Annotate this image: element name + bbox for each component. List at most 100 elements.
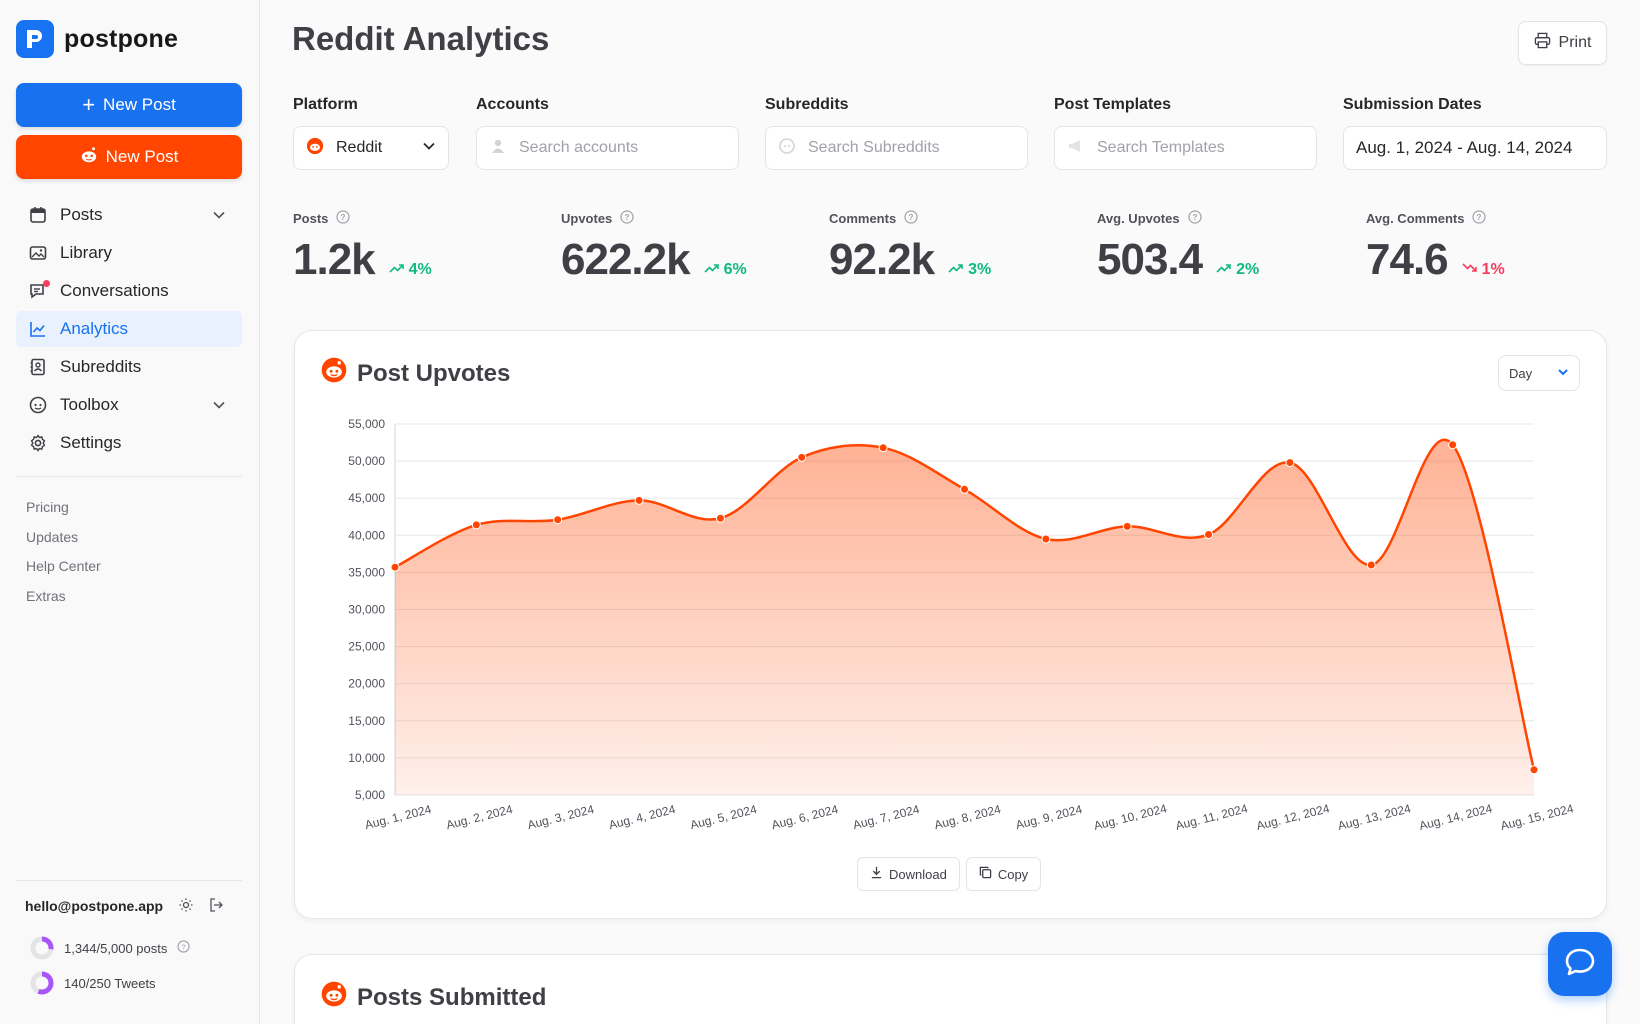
help-icon[interactable]: ? [336,210,351,227]
sidebar-item-settings[interactable]: Settings [16,425,242,461]
posts-quota-ring-icon [30,936,54,960]
x-tick-label: Aug. 5, 2024 [689,802,759,832]
data-point [1041,534,1051,544]
download-button[interactable]: Download [857,857,960,891]
sidebar-item-analytics[interactable]: Analytics [16,311,242,347]
tweets-quota-text: 140/250 Tweets [64,975,156,991]
sidebar-item-label: Conversations [60,281,169,300]
sidebar-item-library[interactable]: Library [16,235,242,271]
interval-value: Day [1509,365,1533,381]
data-point [1366,560,1376,570]
help-icon[interactable]: ? [1187,210,1202,227]
data-point [1529,765,1539,775]
x-tick-label: Aug. 9, 2024 [1014,802,1084,832]
data-point [797,452,807,462]
stat-delta-value: 2% [1236,261,1260,278]
link-updates[interactable]: Updates [26,528,79,545]
calendar-icon [28,205,48,225]
sidebar-item-label: Library [60,243,112,262]
sidebar-item-subreddits[interactable]: Subreddits [16,349,242,385]
posts-quota: 1,344/5,000 posts ? [30,936,190,960]
new-post-button[interactable]: + New Post [16,83,242,127]
stat-avg-comments: Avg. Comments? 74.6 1% [1366,210,1505,285]
platform-select[interactable]: Reddit [293,126,449,170]
sidebar-item-posts[interactable]: Posts [16,197,242,233]
tweets-quota-ring-icon [30,971,54,995]
divider [16,476,242,477]
x-tick-label: Aug. 7, 2024 [851,802,921,832]
posts-quota-text: 1,344/5,000 posts [64,940,168,956]
new-post-label: New Post [103,95,176,114]
trend-up-icon [389,261,405,279]
x-tick-label: Aug. 13, 2024 [1336,801,1412,833]
card-title-text: Post Upvotes [357,359,511,387]
new-reddit-post-button[interactable]: New Post [16,135,242,179]
templates-search-input[interactable]: Search Templates [1054,126,1317,170]
sidebar-item-label: Toolbox [60,395,119,414]
subreddits-search-input[interactable]: Search Subreddits [765,126,1028,170]
link-extras[interactable]: Extras [26,587,66,604]
copy-button[interactable]: Copy [965,857,1042,891]
reddit-icon [28,395,48,415]
chart-icon [28,319,48,339]
y-tick-label: 30,000 [348,603,385,617]
support-chat-button[interactable] [1548,932,1612,996]
data-point [1204,530,1214,540]
svg-text:?: ? [625,213,630,222]
logo[interactable]: postpone [16,20,178,58]
print-button[interactable]: Print [1518,21,1607,65]
help-icon[interactable]: ? [177,940,190,956]
y-tick-label: 25,000 [348,640,385,654]
reddit-icon [321,357,347,390]
link-help-center[interactable]: Help Center [26,558,101,574]
data-point [960,484,969,494]
theme-toggle-icon[interactable] [178,897,194,918]
x-tick-label: Aug. 12, 2024 [1255,801,1331,833]
printer-icon [1534,32,1551,54]
chat-bubble-icon [778,137,796,160]
stat-upvotes: Upvotes? 622.2k 6% [561,210,747,285]
stat-label: Comments [829,211,897,226]
sidebar-nav: Posts Library Conversations Analytics Su… [16,197,242,463]
y-tick-label: 35,000 [348,565,385,579]
stat-comments: Comments? 92.2k 3% [829,210,991,285]
subreddits-placeholder: Search Subreddits [808,139,940,156]
stat-delta-value: 1% [1481,261,1505,278]
stat-value: 503.4 [1097,235,1203,284]
sidebar-item-toolbox[interactable]: Toolbox [16,387,242,423]
date-range-input[interactable]: Aug. 1, 2024 - Aug. 14, 2024 [1343,126,1607,170]
link-pricing[interactable]: Pricing [26,499,69,515]
image-icon [28,243,48,263]
stat-delta-value: 6% [723,261,747,278]
accounts-label: Accounts [476,96,549,113]
help-icon[interactable]: ? [904,210,918,227]
x-tick-label: Aug. 6, 2024 [770,802,840,832]
data-point [1448,440,1458,450]
trend-up-icon [704,261,720,279]
chevron-down-icon [212,397,226,417]
chevron-down-icon [212,207,226,227]
stat-delta: 4% [389,261,432,279]
templates-placeholder: Search Templates [1097,139,1225,156]
x-tick-label: Aug. 4, 2024 [607,802,677,832]
plus-icon: + [82,92,96,117]
accounts-search-input[interactable]: Search accounts [476,126,739,170]
download-icon [870,866,883,882]
sidebar-item-conversations[interactable]: Conversations [16,273,242,309]
card-title: Posts Submitted [321,981,546,1014]
interval-select[interactable]: Day [1498,355,1580,391]
logout-icon[interactable] [208,897,224,918]
reddit-icon [306,137,324,160]
chat-icon [1563,945,1597,984]
data-point [634,495,644,505]
help-icon[interactable]: ? [620,210,634,227]
svg-text:?: ? [182,942,186,951]
y-tick-label: 40,000 [348,528,385,542]
stat-label: Avg. Upvotes [1097,211,1180,226]
chat-icon [28,280,50,301]
y-tick-label: 55,000 [348,417,385,431]
help-icon[interactable]: ? [1472,210,1487,227]
stat-value: 622.2k [561,235,691,284]
trend-down-icon [1462,261,1478,279]
stat-label: Avg. Comments [1366,211,1465,226]
